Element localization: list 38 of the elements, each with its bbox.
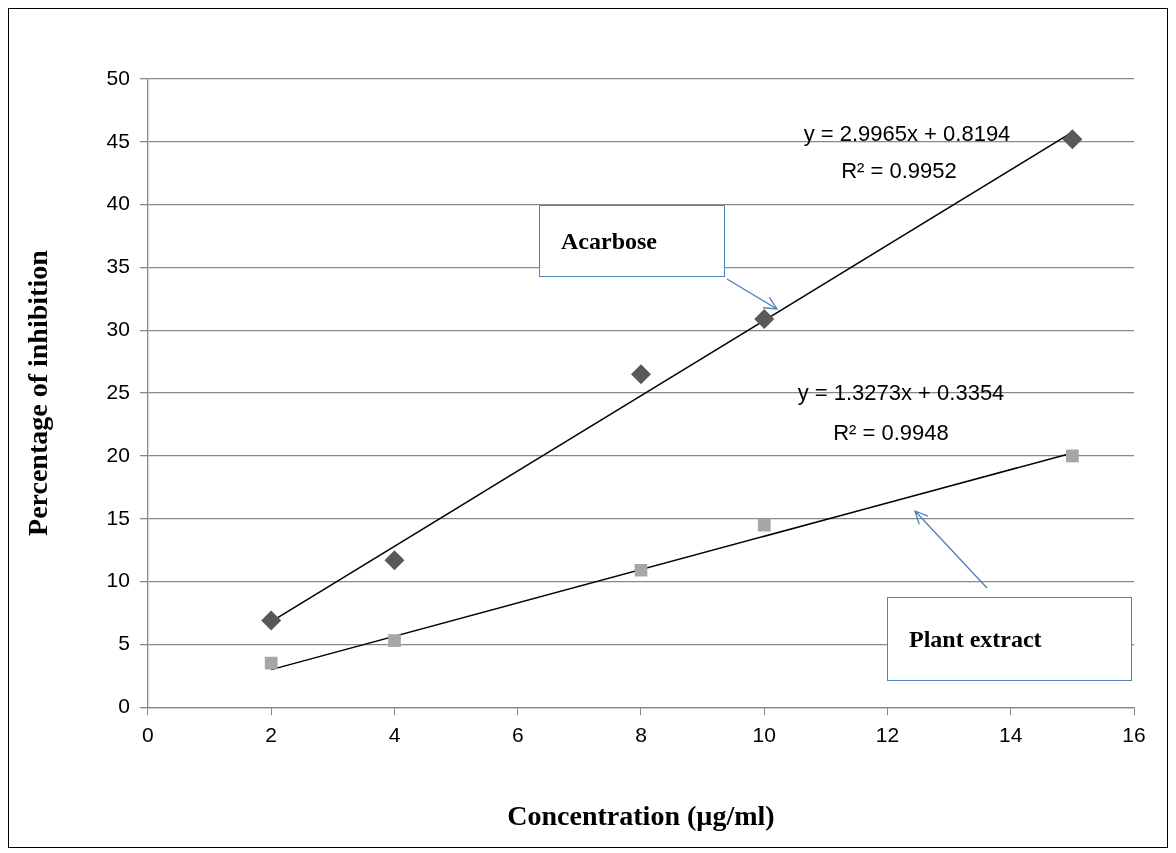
annotation: R² = 0.9948 [833, 420, 949, 446]
point [261, 610, 282, 631]
y-axis-title: Percentage of inhibition [22, 249, 54, 536]
point [1062, 129, 1083, 150]
point [634, 563, 648, 577]
point [1066, 449, 1079, 463]
x-tick-label: 2 [265, 722, 278, 746]
x-tick-label: 6 [511, 722, 524, 746]
y-tick-label: 15 [106, 505, 130, 529]
point [264, 656, 278, 670]
x-tick-label: 0 [142, 722, 154, 746]
x-tick-label: 8 [635, 722, 647, 746]
y-tick-label: 30 [106, 317, 130, 341]
x-tick-label: 12 [875, 722, 900, 746]
y-tick-label: 20 [106, 442, 130, 466]
x-tick-label: 14 [999, 722, 1023, 746]
point [757, 518, 771, 532]
y-tick-label: 40 [106, 191, 130, 215]
point [388, 634, 401, 647]
point [630, 364, 651, 385]
annotation: Plant extract [909, 625, 1042, 653]
x-tick-label: 4 [388, 722, 401, 746]
annotation: y = 2.9965x + 0.8194 [803, 121, 1011, 147]
annotation: Acarbose [561, 227, 657, 255]
x-axis-title: Concentration (µg/ml) [507, 800, 775, 832]
annotation: R² = 0.9952 [841, 158, 957, 184]
y-tick-label: 35 [106, 254, 130, 278]
x-tick-label: 16 [1122, 722, 1146, 746]
y-tick-label: 5 [118, 631, 130, 655]
y-tick-label: 25 [106, 379, 130, 403]
point [754, 308, 775, 329]
annotation: y = 1.3273x + 0.3354 [797, 380, 1005, 406]
y-tick-label: 0 [118, 694, 130, 717]
y-tick-label: 50 [106, 65, 130, 89]
x-tick-label: 10 [752, 722, 776, 746]
point [384, 550, 405, 571]
y-tick-label: 10 [106, 568, 130, 592]
y-tick-label: 45 [106, 128, 130, 152]
